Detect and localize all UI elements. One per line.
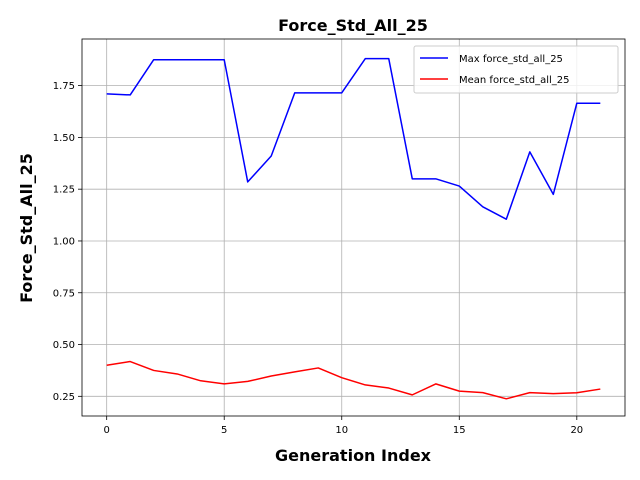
legend: Max force_std_all_25 Mean force_std_all_… bbox=[413, 45, 619, 94]
legend-box bbox=[413, 45, 619, 94]
y-tick-label: 1.00 bbox=[53, 236, 75, 247]
y-tick-label: 0.50 bbox=[53, 340, 75, 351]
series-line-max bbox=[106, 57, 601, 220]
y-axis-label: Force_Std_All_25 bbox=[17, 153, 36, 303]
x-axis-label: Generation Index bbox=[275, 446, 432, 465]
plot-lines bbox=[106, 57, 601, 400]
y-tick-label: 0.75 bbox=[53, 288, 75, 299]
y-tick-label: 0.25 bbox=[53, 392, 75, 403]
grid bbox=[82, 39, 625, 416]
legend-label-max: Max force_std_all_25 bbox=[459, 54, 563, 65]
x-tick-label: 5 bbox=[221, 425, 227, 436]
x-tick-label: 0 bbox=[103, 425, 109, 436]
legend-label-mean: Mean force_std_all_25 bbox=[459, 75, 570, 86]
y-tick-label: 1.75 bbox=[53, 81, 75, 92]
x-axis-ticks: 0 5 10 15 20 bbox=[103, 416, 583, 436]
plot-area-frame bbox=[81, 38, 626, 417]
x-tick-label: 15 bbox=[453, 425, 466, 436]
y-tick-label: 1.25 bbox=[53, 185, 75, 196]
x-tick-label: 10 bbox=[335, 425, 348, 436]
series-line-mean bbox=[106, 360, 601, 400]
y-tick-label: 1.50 bbox=[53, 133, 75, 144]
x-tick-label: 20 bbox=[570, 425, 583, 436]
chart-title: Force_Std_All_25 bbox=[278, 16, 428, 35]
y-axis-ticks: 0.25 0.50 0.75 1.00 1.25 1.50 1.75 bbox=[53, 81, 82, 403]
